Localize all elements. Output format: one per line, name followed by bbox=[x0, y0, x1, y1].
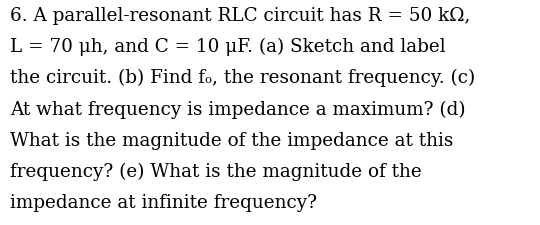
Text: the circuit. (b) Find fₒ, the resonant frequency. (c): the circuit. (b) Find fₒ, the resonant f… bbox=[10, 69, 475, 87]
Text: frequency? (e) What is the magnitude of the: frequency? (e) What is the magnitude of … bbox=[10, 162, 422, 180]
Text: At what frequency is impedance a maximum? (d): At what frequency is impedance a maximum… bbox=[10, 100, 465, 118]
Text: L = 70 μh, and C = 10 μF. (a) Sketch and label: L = 70 μh, and C = 10 μF. (a) Sketch and… bbox=[10, 38, 446, 56]
Text: impedance at infinite frequency?: impedance at infinite frequency? bbox=[10, 193, 317, 211]
Text: 6. A parallel-resonant RLC circuit has R = 50 kΩ,: 6. A parallel-resonant RLC circuit has R… bbox=[10, 7, 470, 25]
Text: What is the magnitude of the impedance at this: What is the magnitude of the impedance a… bbox=[10, 131, 453, 149]
